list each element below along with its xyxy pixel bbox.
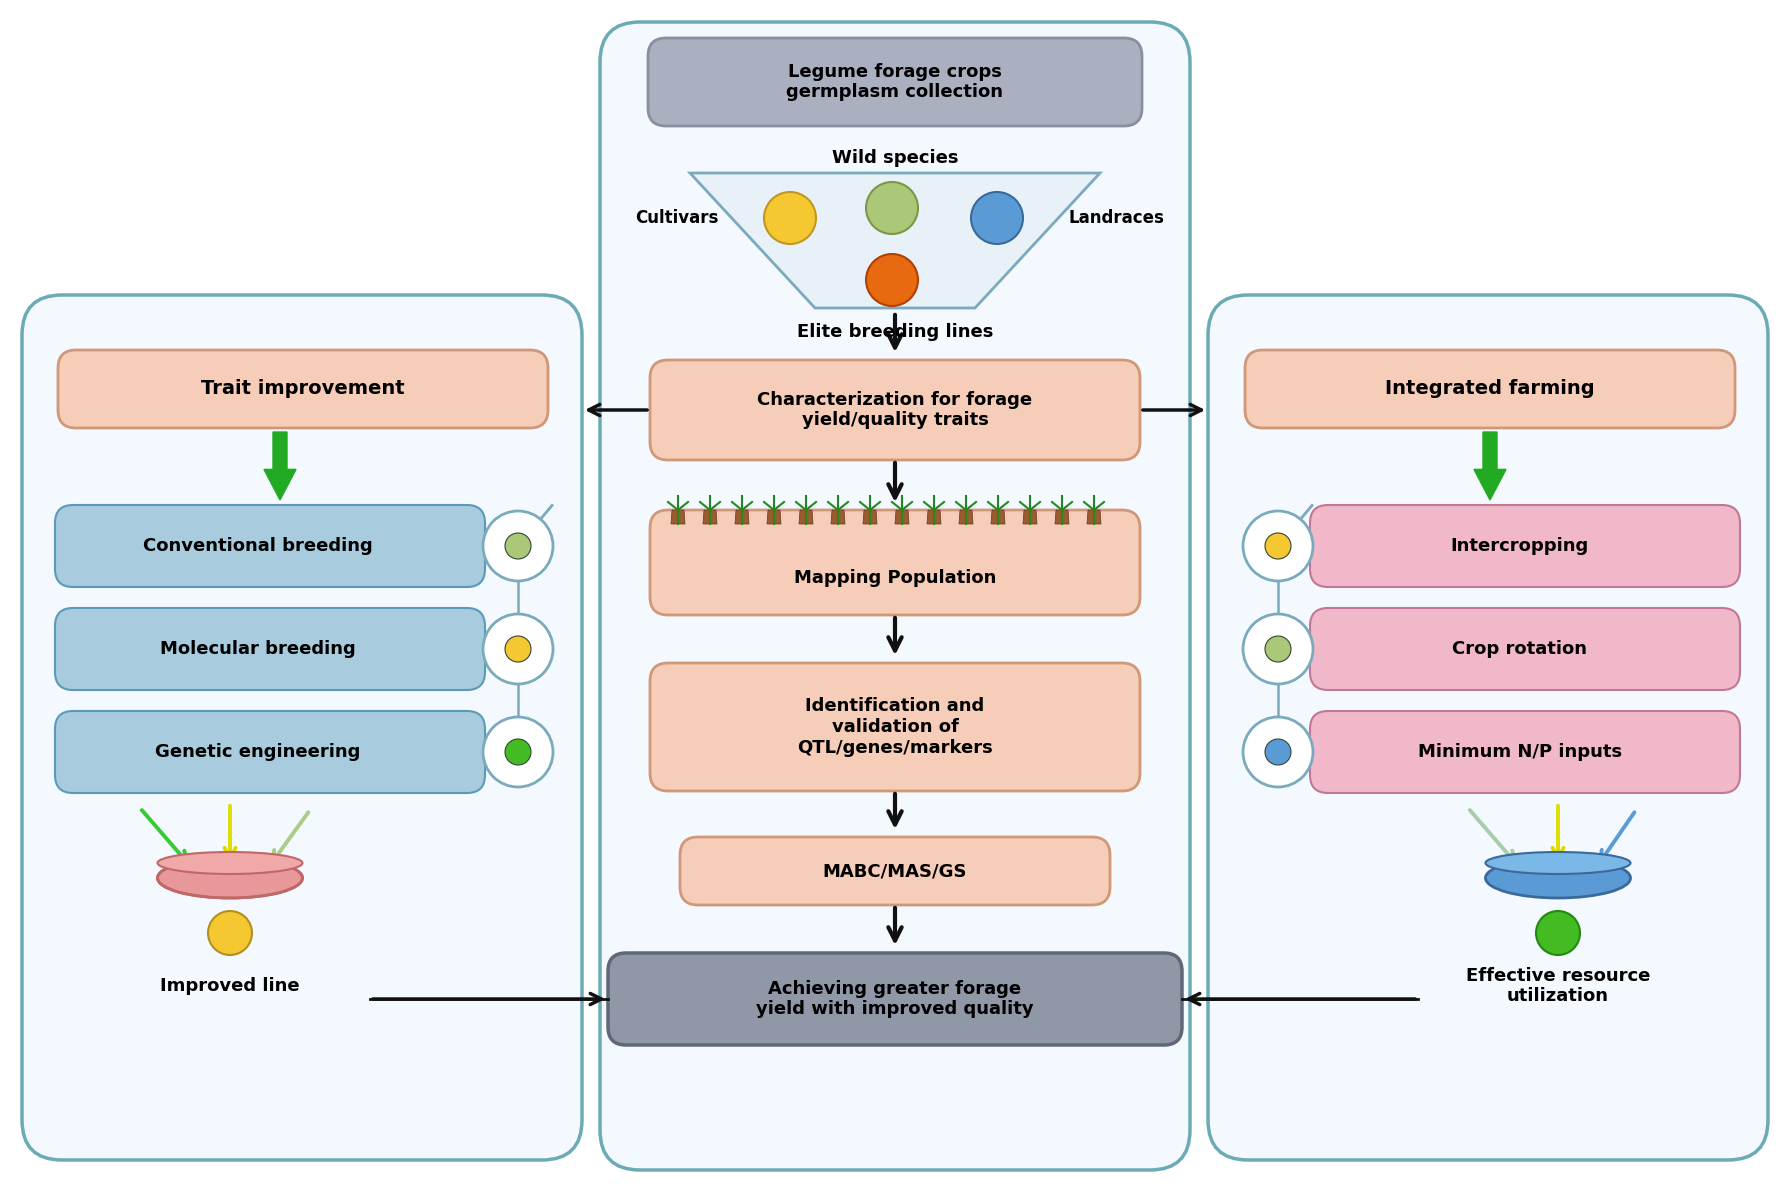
FancyBboxPatch shape: [55, 711, 485, 793]
Text: Characterization for forage
yield/quality traits: Characterization for forage yield/qualit…: [758, 391, 1032, 429]
Text: Effective resource
utilization: Effective resource utilization: [1466, 967, 1650, 1006]
Ellipse shape: [157, 858, 302, 898]
Polygon shape: [864, 510, 876, 524]
Circle shape: [504, 636, 531, 662]
Circle shape: [763, 191, 815, 244]
Polygon shape: [1023, 510, 1037, 524]
Text: MABC/MAS/GS: MABC/MAS/GS: [822, 862, 967, 880]
Text: Molecular breeding: Molecular breeding: [161, 640, 356, 658]
Text: Landraces: Landraces: [1067, 209, 1164, 227]
FancyBboxPatch shape: [57, 350, 547, 428]
Polygon shape: [767, 510, 781, 524]
FancyBboxPatch shape: [1244, 350, 1734, 428]
Text: Cultivars: Cultivars: [635, 209, 719, 227]
FancyBboxPatch shape: [651, 663, 1141, 791]
Polygon shape: [1473, 432, 1505, 501]
Ellipse shape: [1486, 853, 1631, 874]
Polygon shape: [926, 510, 940, 524]
Text: Minimum N/P inputs: Minimum N/P inputs: [1418, 743, 1622, 761]
FancyBboxPatch shape: [601, 23, 1191, 1170]
FancyBboxPatch shape: [55, 505, 485, 587]
Text: Genetic engineering: Genetic engineering: [156, 743, 361, 761]
Circle shape: [483, 511, 552, 581]
Circle shape: [1243, 614, 1312, 684]
Circle shape: [971, 191, 1023, 244]
Polygon shape: [831, 510, 846, 524]
Circle shape: [483, 614, 552, 684]
Ellipse shape: [157, 853, 302, 874]
Circle shape: [865, 182, 917, 234]
Text: Intercropping: Intercropping: [1450, 537, 1590, 555]
Circle shape: [1243, 717, 1312, 787]
Text: Elite breeding lines: Elite breeding lines: [797, 323, 992, 341]
Polygon shape: [703, 510, 717, 524]
Text: Improved line: Improved line: [161, 977, 300, 995]
FancyBboxPatch shape: [1209, 295, 1768, 1160]
Ellipse shape: [1486, 858, 1631, 898]
Polygon shape: [265, 432, 297, 501]
Polygon shape: [690, 174, 1100, 308]
Circle shape: [504, 533, 531, 559]
Circle shape: [207, 911, 252, 955]
Circle shape: [1536, 911, 1581, 955]
Text: Conventional breeding: Conventional breeding: [143, 537, 374, 555]
Text: Legume forage crops
germplasm collection: Legume forage crops germplasm collection: [787, 63, 1003, 101]
Text: Wild species: Wild species: [831, 149, 958, 166]
FancyBboxPatch shape: [55, 608, 485, 690]
Circle shape: [483, 717, 552, 787]
FancyBboxPatch shape: [679, 837, 1110, 905]
Polygon shape: [958, 510, 973, 524]
Polygon shape: [1055, 510, 1069, 524]
FancyBboxPatch shape: [608, 954, 1182, 1045]
FancyBboxPatch shape: [1311, 505, 1740, 587]
Circle shape: [504, 740, 531, 765]
Text: Mapping Population: Mapping Population: [794, 570, 996, 587]
Polygon shape: [896, 510, 908, 524]
FancyBboxPatch shape: [651, 360, 1141, 460]
Circle shape: [1264, 533, 1291, 559]
Text: Identification and
validation of
QTL/genes/markers: Identification and validation of QTL/gen…: [797, 697, 992, 757]
Circle shape: [865, 254, 917, 306]
FancyBboxPatch shape: [651, 510, 1141, 615]
FancyBboxPatch shape: [647, 38, 1143, 126]
Polygon shape: [670, 510, 685, 524]
FancyBboxPatch shape: [21, 295, 583, 1160]
Polygon shape: [991, 510, 1005, 524]
Polygon shape: [799, 510, 814, 524]
FancyBboxPatch shape: [1311, 608, 1740, 690]
Polygon shape: [1087, 510, 1101, 524]
Polygon shape: [735, 510, 749, 524]
Circle shape: [1264, 636, 1291, 662]
Text: Crop rotation: Crop rotation: [1452, 640, 1588, 658]
Text: Achieving greater forage
yield with improved quality: Achieving greater forage yield with impr…: [756, 980, 1033, 1019]
Circle shape: [1243, 511, 1312, 581]
Text: Integrated farming: Integrated farming: [1386, 379, 1595, 398]
FancyBboxPatch shape: [1311, 711, 1740, 793]
Text: Trait improvement: Trait improvement: [202, 379, 404, 398]
Circle shape: [1264, 740, 1291, 765]
